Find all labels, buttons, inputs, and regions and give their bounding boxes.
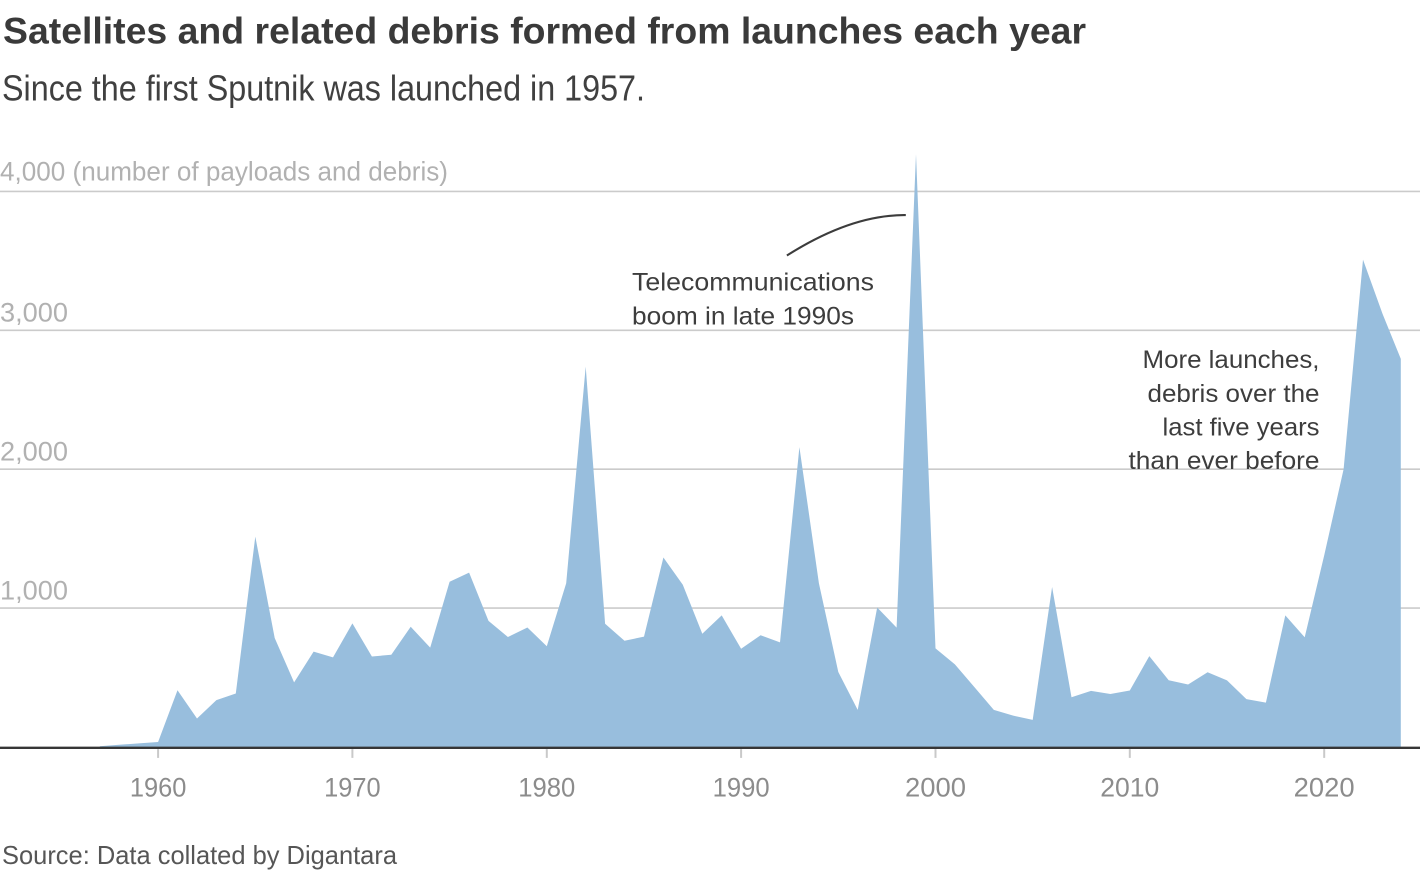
svg-text:1980: 1980 xyxy=(518,772,575,802)
svg-text:1960: 1960 xyxy=(130,772,187,802)
svg-text:1990: 1990 xyxy=(713,772,770,802)
svg-text:Source: Data collated by Digan: Source: Data collated by Digantara xyxy=(2,840,398,870)
svg-text:Telecommunications: Telecommunications xyxy=(632,269,874,297)
svg-text:last five years: last five years xyxy=(1163,414,1320,442)
svg-text:2,000: 2,000 xyxy=(0,436,68,466)
svg-text:More launches,: More launches, xyxy=(1143,346,1320,374)
svg-text:1,000: 1,000 xyxy=(0,575,68,605)
svg-text:2020: 2020 xyxy=(1294,772,1355,802)
svg-text:debris over the: debris over the xyxy=(1148,380,1320,408)
svg-text:3,000: 3,000 xyxy=(0,298,68,328)
svg-text:Since the first Sputnik was la: Since the first Sputnik was launched in … xyxy=(2,68,645,109)
svg-text:Satellites and related debris: Satellites and related debris formed fro… xyxy=(3,11,1086,52)
svg-text:2000: 2000 xyxy=(905,772,966,802)
svg-text:boom in late 1990s: boom in late 1990s xyxy=(632,303,854,331)
svg-text:than ever before: than ever before xyxy=(1129,447,1320,475)
svg-text:4,000 (number of payloads and: 4,000 (number of payloads and debris) xyxy=(0,157,448,187)
svg-text:1970: 1970 xyxy=(324,772,381,802)
svg-text:2010: 2010 xyxy=(1100,772,1159,802)
